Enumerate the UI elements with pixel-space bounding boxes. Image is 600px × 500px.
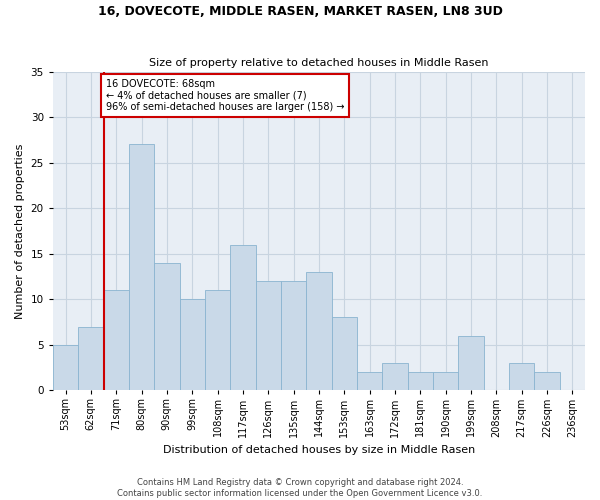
Bar (382, 363, 407, 390)
Bar (205, 290, 230, 390)
Bar (256, 281, 281, 390)
Bar (154, 263, 179, 390)
Bar (535, 372, 560, 390)
Bar (129, 144, 154, 390)
Bar (306, 272, 332, 390)
Bar (230, 244, 256, 390)
Bar (179, 300, 205, 390)
Text: Contains HM Land Registry data © Crown copyright and database right 2024.
Contai: Contains HM Land Registry data © Crown c… (118, 478, 482, 498)
Bar (458, 336, 484, 390)
Y-axis label: Number of detached properties: Number of detached properties (15, 144, 25, 318)
Bar (433, 372, 458, 390)
Text: 16, DOVECOTE, MIDDLE RASEN, MARKET RASEN, LN8 3UD: 16, DOVECOTE, MIDDLE RASEN, MARKET RASEN… (98, 5, 502, 18)
Bar (332, 318, 357, 390)
Bar (78, 326, 104, 390)
Text: 16 DOVECOTE: 68sqm
← 4% of detached houses are smaller (7)
96% of semi-detached : 16 DOVECOTE: 68sqm ← 4% of detached hous… (106, 79, 344, 112)
Bar (357, 372, 382, 390)
X-axis label: Distribution of detached houses by size in Middle Rasen: Distribution of detached houses by size … (163, 445, 475, 455)
Title: Size of property relative to detached houses in Middle Rasen: Size of property relative to detached ho… (149, 58, 488, 68)
Bar (104, 290, 129, 390)
Bar (407, 372, 433, 390)
Bar (281, 281, 306, 390)
Bar (509, 363, 535, 390)
Bar (53, 345, 78, 391)
